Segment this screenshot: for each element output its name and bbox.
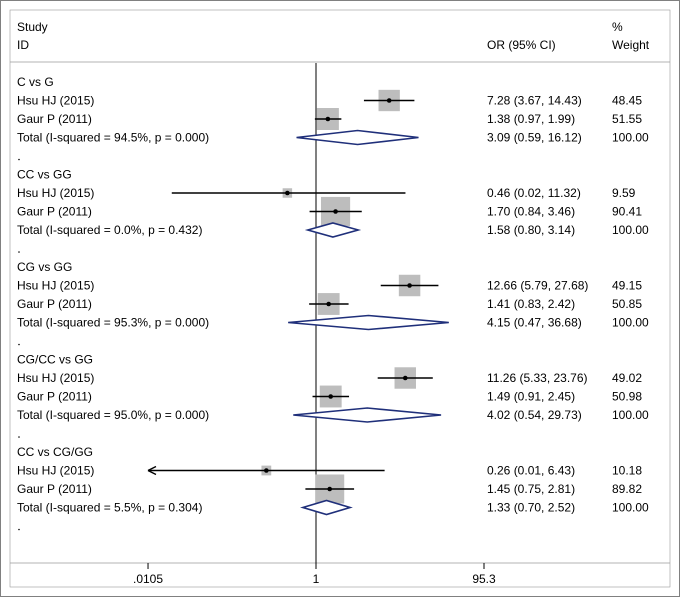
total-label: Total (I-squared = 95.3%, p = 0.000) bbox=[17, 316, 209, 330]
study-label: Hsu HJ (2015) bbox=[17, 94, 94, 108]
total-ci: 4.15 (0.47, 36.68) bbox=[487, 316, 582, 330]
total-label: Total (I-squared = 94.5%, p = 0.000) bbox=[17, 131, 209, 145]
total-weight: 100.00 bbox=[612, 408, 649, 422]
study-ci: 1.38 (0.97, 1.99) bbox=[487, 112, 575, 126]
study-label: Gaur P (2011) bbox=[17, 390, 92, 404]
spacer-dot bbox=[18, 528, 20, 531]
pooled-diamond bbox=[288, 314, 449, 331]
header-weight: Weight bbox=[612, 38, 650, 52]
study-ci: 0.26 (0.01, 6.43) bbox=[487, 464, 575, 478]
study-ci: 1.45 (0.75, 2.81) bbox=[487, 482, 575, 496]
pooled-diamond bbox=[300, 499, 353, 516]
group-title: CG/CC vs GG bbox=[17, 353, 93, 367]
total-label: Total (I-squared = 95.0%, p = 0.000) bbox=[17, 408, 209, 422]
total-label: Total (I-squared = 0.0%, p = 0.432) bbox=[17, 223, 202, 237]
study-ci: 1.70 (0.84, 3.46) bbox=[487, 205, 575, 219]
total-weight: 100.00 bbox=[612, 501, 649, 515]
spacer-dot bbox=[18, 343, 20, 346]
axis-tick-label: .0105 bbox=[133, 572, 163, 586]
study-label: Hsu HJ (2015) bbox=[17, 464, 94, 478]
header-id: ID bbox=[17, 38, 29, 52]
axis-tick-label: 1 bbox=[313, 572, 320, 586]
study-ci: 7.28 (3.67, 14.43) bbox=[487, 94, 582, 108]
group-title: CG vs GG bbox=[17, 260, 72, 274]
total-weight: 100.00 bbox=[612, 223, 649, 237]
study-weight: 90.41 bbox=[612, 205, 642, 219]
total-ci: 1.58 (0.80, 3.14) bbox=[487, 223, 575, 237]
group-title: CC vs GG bbox=[17, 168, 72, 182]
pooled-diamond bbox=[304, 222, 362, 238]
point-estimate bbox=[264, 468, 269, 473]
study-weight: 50.85 bbox=[612, 297, 642, 311]
study-weight: 48.45 bbox=[612, 94, 642, 108]
total-ci: 1.33 (0.70, 2.52) bbox=[487, 501, 575, 515]
point-estimate bbox=[327, 486, 332, 492]
axis-tick-label: 95.3 bbox=[472, 572, 496, 586]
point-estimate bbox=[407, 283, 412, 288]
group-title: C vs G bbox=[17, 75, 54, 89]
x-axis: .0105 1 95.3 bbox=[133, 563, 496, 586]
plot-area bbox=[9, 9, 671, 588]
group-title: CC vs CG/GG bbox=[17, 445, 93, 459]
total-ci: 3.09 (0.59, 16.12) bbox=[487, 131, 582, 145]
point-estimate bbox=[285, 190, 290, 196]
study-label: Gaur P (2011) bbox=[17, 482, 92, 496]
study-weight: 49.15 bbox=[612, 279, 642, 293]
study-weight: 10.18 bbox=[612, 464, 642, 478]
study-weight: 89.82 bbox=[612, 482, 642, 496]
forest-rows: C vs G Hsu HJ (2015) 7.28 (3.67, 14.43) 48.… bbox=[17, 75, 649, 531]
study-label: Hsu HJ (2015) bbox=[17, 279, 94, 293]
study-weight: 50.98 bbox=[612, 390, 642, 404]
total-label: Total (I-squared = 5.5%, p = 0.304) bbox=[17, 501, 202, 515]
study-label: Gaur P (2011) bbox=[17, 112, 92, 126]
header-percent: % bbox=[612, 20, 623, 34]
pooled-diamond bbox=[296, 129, 419, 146]
study-label: Gaur P (2011) bbox=[17, 297, 92, 311]
study-weight: 51.55 bbox=[612, 112, 642, 126]
point-estimate bbox=[326, 301, 331, 307]
ci-arrow-left bbox=[147, 465, 157, 476]
study-ci: 11.26 (5.33, 23.76) bbox=[487, 371, 588, 385]
total-weight: 100.00 bbox=[612, 316, 649, 330]
spacer-dot bbox=[18, 251, 20, 253]
study-ci: 0.46 (0.02, 11.32) bbox=[487, 186, 581, 200]
study-label: Hsu HJ (2015) bbox=[17, 371, 94, 385]
header-study: Study bbox=[17, 20, 48, 34]
point-estimate bbox=[386, 98, 392, 103]
spacer-dot bbox=[18, 158, 20, 161]
pooled-diamond bbox=[293, 407, 442, 423]
study-label: Gaur P (2011) bbox=[17, 205, 92, 219]
study-weight: 9.59 bbox=[612, 186, 636, 200]
spacer-dot bbox=[18, 436, 20, 438]
point-estimate bbox=[333, 209, 338, 214]
point-estimate bbox=[325, 116, 331, 122]
point-estimate bbox=[402, 375, 408, 381]
study-ci: 12.66 (5.79, 27.68) bbox=[487, 279, 588, 293]
study-weight: 49.02 bbox=[612, 371, 642, 385]
point-estimate bbox=[328, 394, 334, 399]
study-ci: 1.49 (0.91, 2.45) bbox=[487, 390, 575, 404]
total-ci: 4.02 (0.54, 29.73) bbox=[487, 408, 582, 422]
study-ci: 1.41 (0.83, 2.42) bbox=[487, 297, 575, 311]
study-label: Hsu HJ (2015) bbox=[17, 186, 94, 200]
header-or: OR (95% CI) bbox=[487, 38, 556, 52]
total-weight: 100.00 bbox=[612, 131, 649, 145]
